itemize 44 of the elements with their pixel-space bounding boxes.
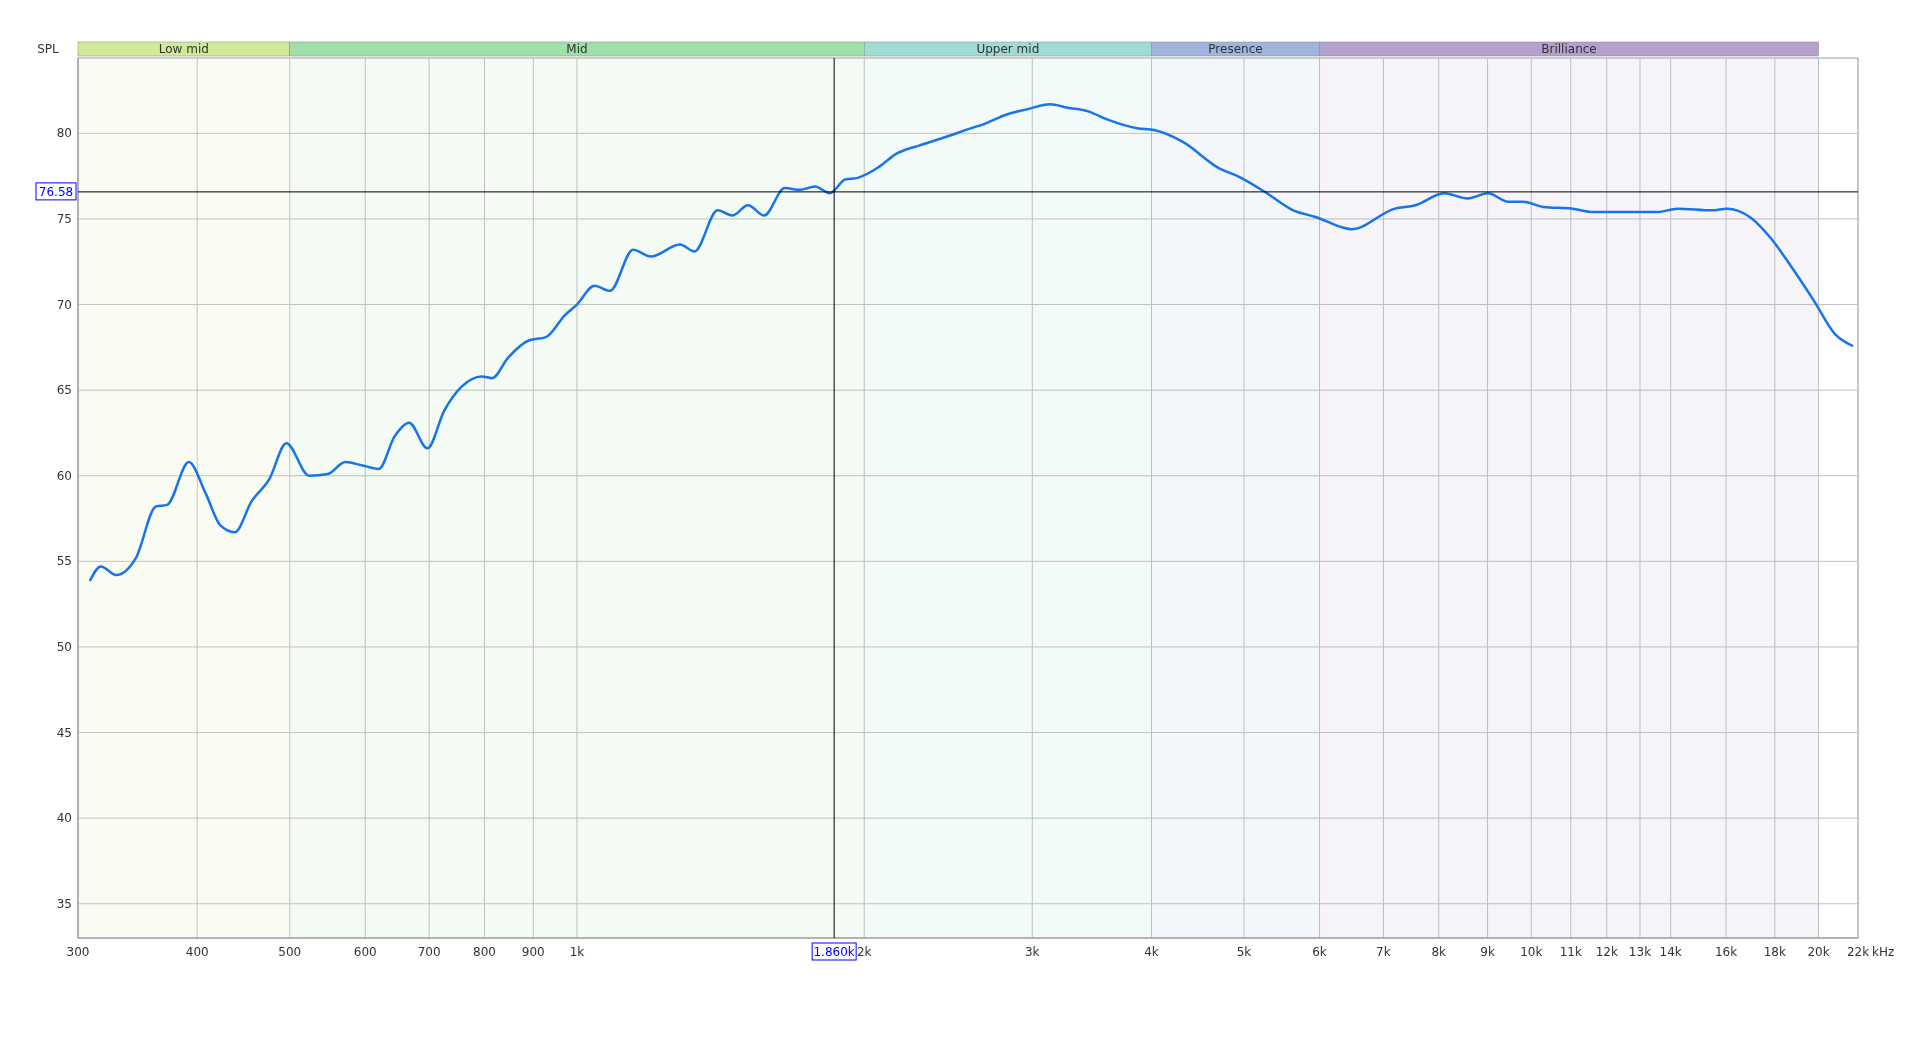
x-tick-label: 10k xyxy=(1520,945,1543,959)
band-label: Brilliance xyxy=(1541,42,1597,56)
band-label: Upper mid xyxy=(976,42,1040,56)
y-axis-title: SPL xyxy=(37,42,60,56)
x-tick-label: 4k xyxy=(1144,945,1159,959)
x-tick-label: 20k xyxy=(1807,945,1830,959)
x-tick-label: 700 xyxy=(417,945,441,959)
x-tick-label: 22k xyxy=(1846,945,1870,959)
band-label: Presence xyxy=(1208,42,1263,56)
y-tick-label: 60 xyxy=(56,468,72,483)
x-tick-label: 400 xyxy=(185,945,209,959)
x-tick-label: 8k xyxy=(1431,945,1447,959)
y-tick-label: 45 xyxy=(56,725,72,740)
x-tick-label: 2k xyxy=(856,945,872,959)
x-tick-label: 6k xyxy=(1312,945,1327,959)
x-tick-label: 16k xyxy=(1714,945,1738,959)
x-tick-label: 1k xyxy=(569,945,585,959)
x-tick-label: 11k xyxy=(1559,945,1582,959)
x-tick-label: 18k xyxy=(1763,945,1786,959)
y-tick-label: 70 xyxy=(56,297,72,312)
ref-line-label: 1.860k xyxy=(813,945,855,959)
x-tick-label: 14k xyxy=(1659,945,1682,959)
x-tick-label: 500 xyxy=(278,945,302,959)
x-tick-label: 7k xyxy=(1376,945,1391,959)
x-tick-label: 5k xyxy=(1236,945,1252,959)
x-tick-label: 800 xyxy=(473,945,496,959)
band-label: Mid xyxy=(566,42,588,56)
band-label: Low mid xyxy=(158,42,209,56)
y-tick-label: 55 xyxy=(56,554,72,569)
x-tick-label: 600 xyxy=(353,945,377,959)
y-tick-label: 65 xyxy=(56,383,72,398)
y-tick-label: 75 xyxy=(56,211,72,226)
y-tick-label: 50 xyxy=(56,639,72,654)
x-axis-title: kHz xyxy=(1872,945,1895,959)
x-tick-label: 300 xyxy=(66,945,90,959)
y-tick-label: 80 xyxy=(56,126,72,141)
y-tick-label: 40 xyxy=(56,811,72,826)
x-tick-label: 900 xyxy=(521,945,545,959)
x-tick-label: 12k xyxy=(1595,945,1618,959)
ref-line-label: 76.58 xyxy=(38,184,74,199)
x-tick-label: 9k xyxy=(1480,945,1495,959)
x-tick-label: 3k xyxy=(1024,945,1040,959)
x-tick-label: 13k xyxy=(1628,945,1652,959)
y-tick-label: 35 xyxy=(56,896,72,911)
